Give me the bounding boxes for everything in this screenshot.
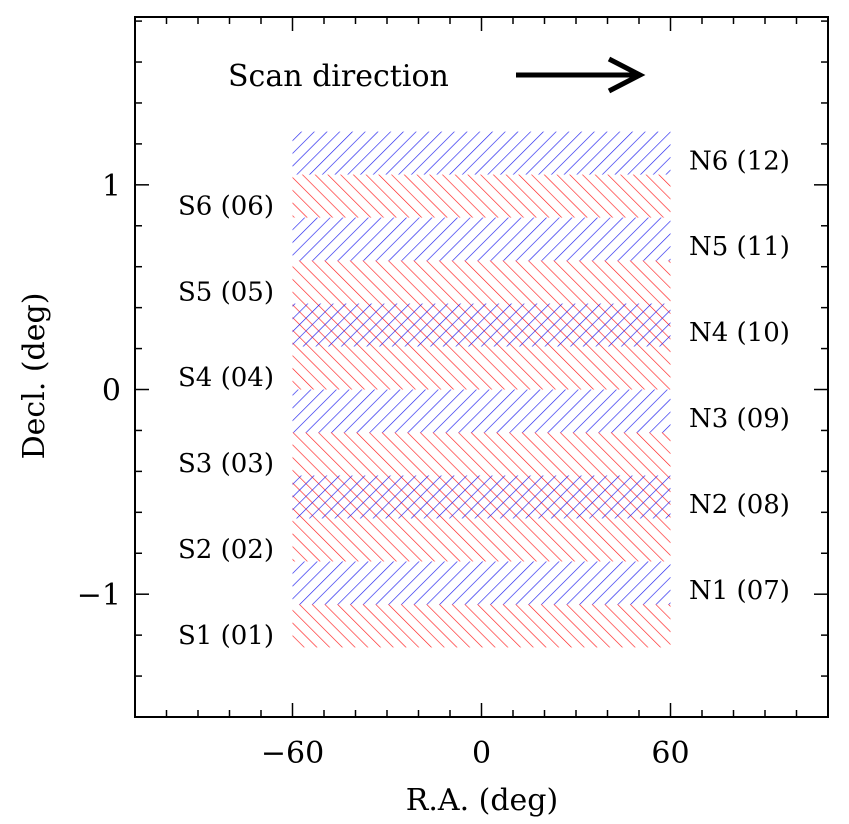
south-strip-5 [292,260,671,304]
axis-ticks [134,17,829,717]
x-tick-label: 0 [472,736,491,771]
south-strip-6 [292,174,671,218]
south-strip-label-1: S1 (01) [178,621,274,651]
y-tick-label: 1 [102,169,121,204]
x-tick-label: 60 [651,736,689,771]
north-strip-3 [292,389,671,433]
south-strip-label-5: S5 (05) [178,277,274,307]
strip-label-layer: S1 (01) S2 (02) S3 (03) S4 (04) S5 (05) S6 (0… [178,146,790,651]
south-strip-3 [292,432,671,476]
tick-label-layer: −60 0 60 1 0 −1 [77,169,690,771]
south-strip-label-2: S2 (02) [178,535,274,565]
x-axis-label: R.A. (deg) [406,783,558,818]
south-strip-1 [292,604,671,648]
y-tick-label: 0 [102,374,121,409]
north-strip-6 [292,131,671,175]
north-strip-label-4: N4 (10) [689,318,790,348]
north-strip-label-6: N6 (12) [689,146,790,176]
north-strip-label-5: N5 (11) [689,232,790,262]
north-strip-label-3: N3 (09) [689,404,790,434]
south-strip-label-4: S4 (04) [178,363,274,393]
north-strip-label-1: N1 (07) [689,576,790,606]
south-strip-label-3: S3 (03) [178,449,274,479]
north-strip-4 [292,303,671,347]
x-tick-label: −60 [261,736,324,771]
strip-layer [292,131,671,648]
north-strip-2 [292,475,671,519]
north-strip-label-2: N2 (08) [689,490,790,520]
plot-frame [134,16,829,718]
scan-direction-arrow-icon [516,56,646,94]
north-strip-1 [292,561,671,605]
south-strip-label-6: S6 (06) [178,191,274,221]
y-axis-label: Decl. (deg) [17,293,52,460]
north-strip-5 [292,217,671,261]
annotation-text: Scan direction [228,59,449,94]
y-tick-label: −1 [77,578,121,613]
